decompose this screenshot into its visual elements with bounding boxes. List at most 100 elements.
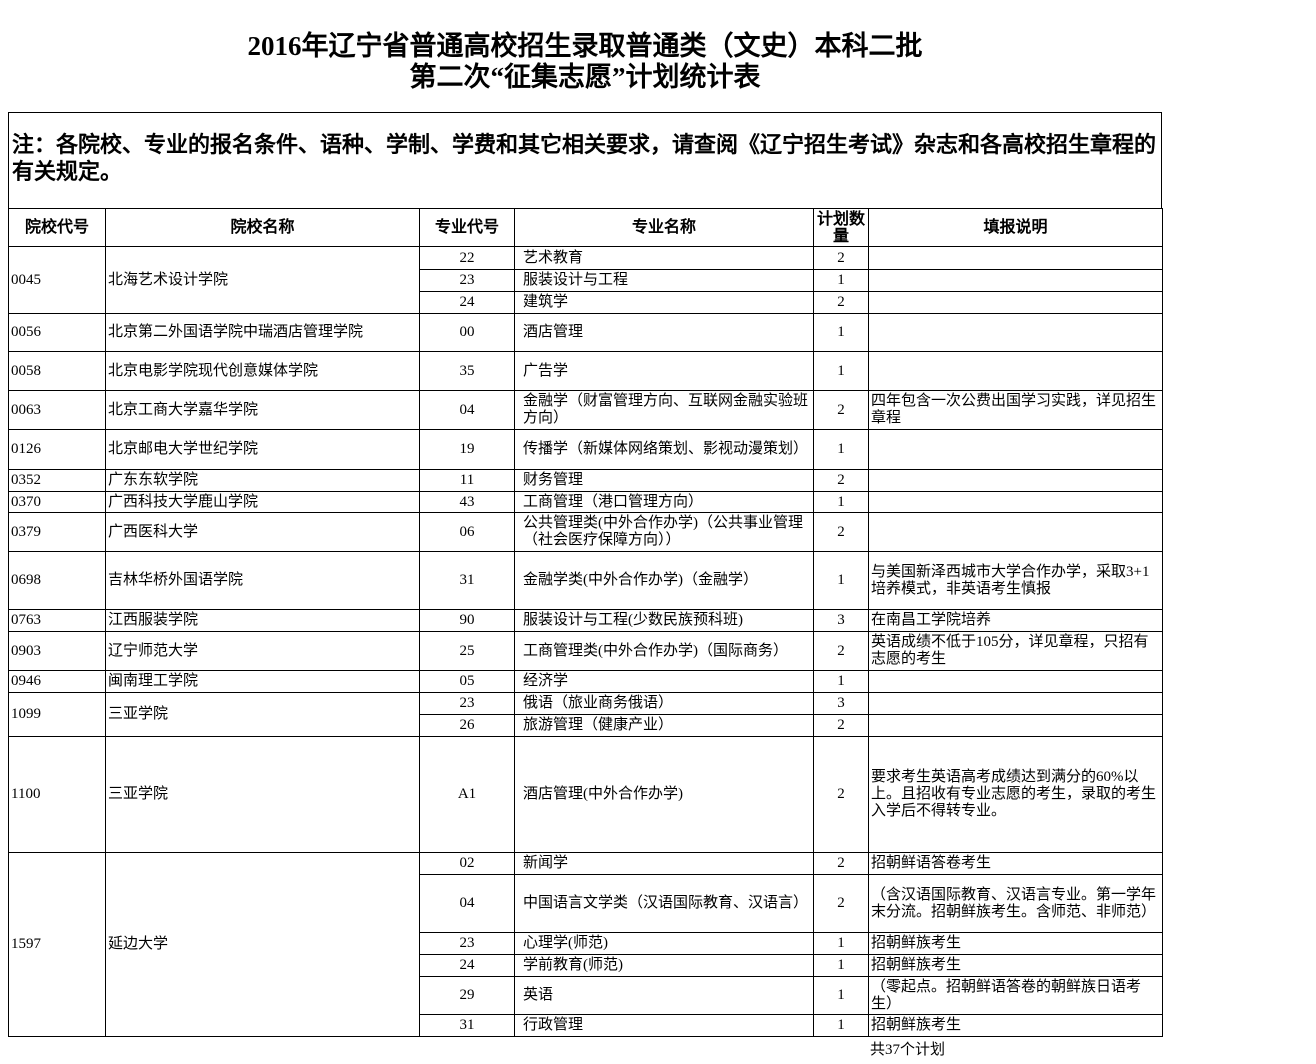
school-name: 北京电影学院现代创意媒体学院 <box>105 351 420 391</box>
major-name: 传播学（新媒体网络策划、影视动漫策划） <box>514 429 814 470</box>
major-code: 22 <box>419 246 515 270</box>
major-name: 广告学 <box>514 351 814 391</box>
school-code: 0058 <box>8 351 106 391</box>
plan-count: 1 <box>813 491 869 513</box>
plan-count: 1 <box>813 269 869 292</box>
remark <box>868 351 1163 391</box>
table-row: 1597 延边大学 02 新闻学 2 招朝鲜语答卷考生 <box>8 852 1163 1037</box>
school-name: 北海艺术设计学院 <box>105 246 420 314</box>
school-name: 辽宁师范大学 <box>105 631 420 671</box>
plan-count: 2 <box>813 246 869 270</box>
header-row: 院校代号 院校名称 专业代号 专业名称 计划数量 填报说明 <box>8 208 1163 247</box>
table-row: 1099 三亚学院 23 俄语（旅业商务俄语） 3 <box>8 692 1163 737</box>
major-code: 26 <box>419 714 515 737</box>
column-header: 计划数量 <box>813 208 869 247</box>
school-name: 三亚学院 <box>105 692 420 737</box>
major-code: 02 <box>419 852 515 875</box>
table-row: 24 学前教育(师范) 1 招朝鲜族考生 <box>9 954 1163 977</box>
school-code: 0126 <box>8 429 106 470</box>
table-row: 0058 北京电影学院现代创意媒体学院 35 广告学 1 <box>8 351 1163 391</box>
plan-count: 2 <box>813 852 869 875</box>
major-code: 23 <box>419 932 515 955</box>
major-code: 90 <box>419 609 515 632</box>
major-name: 工商管理类(中外合作办学)（国际商务） <box>514 631 814 671</box>
major-name: 英语 <box>514 976 814 1015</box>
note: 注：各院校、专业的报名条件、语种、学制、学费和其它相关要求，请查阅《辽宁招生考试… <box>8 112 1162 209</box>
major-name: 艺术教育 <box>514 246 814 270</box>
major-code: 23 <box>419 692 515 715</box>
remark <box>868 291 1163 314</box>
major-code: 43 <box>419 491 515 513</box>
plan-count: 1 <box>813 670 869 693</box>
school-name: 广东东软学院 <box>105 469 420 492</box>
plan-count: 2 <box>813 390 869 430</box>
major-code: 11 <box>419 469 515 492</box>
major-code: 29 <box>419 976 515 1015</box>
major-name: 学前教育(师范) <box>514 954 814 977</box>
remark <box>868 313 1163 352</box>
table-row: 1100 三亚学院 A1 酒店管理(中外合作办学) 2 要求考生英语高考成绩达到满分的60… <box>8 736 1163 853</box>
major-name: 俄语（旅业商务俄语） <box>514 692 814 715</box>
table-row: 0379 广西医科大学 06 公共管理类(中外合作办学)（公共事业管理（社会医疗保障方… <box>8 512 1163 552</box>
major-code: 04 <box>419 390 515 430</box>
remark: （零起点。招朝鲜语答卷的朝鲜族日语考生） <box>868 976 1163 1015</box>
school-code: 0379 <box>8 512 106 552</box>
major-name: 旅游管理（健康产业） <box>514 714 814 737</box>
major-name: 中国语言文学类（汉语国际教育、汉语言） <box>514 874 814 933</box>
remark: 在南昌工学院培养 <box>868 609 1163 632</box>
major-code: 19 <box>419 429 515 470</box>
school-code: 0698 <box>8 551 106 610</box>
remark <box>868 269 1163 292</box>
school-name: 江西服装学院 <box>105 609 420 632</box>
major-name: 金融学类(中外合作办学)（金融学） <box>514 551 814 610</box>
remark: （含汉语国际教育、汉语言专业。第一学年末分流。招朝鲜族考生。含师范、非师范） <box>868 874 1163 933</box>
plan-count: 1 <box>813 551 869 610</box>
column-header: 专业名称 <box>514 208 814 247</box>
plan-count: 1 <box>813 954 869 977</box>
school-name: 三亚学院 <box>105 736 420 853</box>
table-row: 24 建筑学 2 <box>9 291 1163 314</box>
remark: 与美国新泽西城市大学合作办学，采取3+1培养模式，非英语考生慎报 <box>868 551 1163 610</box>
school-code: 1597 <box>8 852 106 1037</box>
remark: 招朝鲜语答卷考生 <box>868 852 1163 875</box>
remark <box>868 491 1163 513</box>
major-name: 服装设计与工程 <box>514 269 814 292</box>
total: 共37个计划 <box>870 1042 946 1058</box>
plan-count: 1 <box>813 932 869 955</box>
major-code: 23 <box>419 269 515 292</box>
remark <box>868 469 1163 492</box>
table-row: 0126 北京邮电大学世纪学院 19 传播学（新媒体网络策划、影视动漫策划） 1 <box>8 429 1163 470</box>
school-code: 0903 <box>8 631 106 671</box>
major-name: 经济学 <box>514 670 814 693</box>
plan-count: 1 <box>813 976 869 1015</box>
table-row: 0698 吉林华桥外国语学院 31 金融学类(中外合作办学)（金融学） 1 与美国新泽西城… <box>8 551 1163 610</box>
major-name: 财务管理 <box>514 469 814 492</box>
remark <box>868 714 1163 737</box>
remark: 要求考生英语高考成绩达到满分的60%以上。且招收有专业志愿的考生，录取的考生入学… <box>868 736 1163 853</box>
major-code: 31 <box>419 1014 515 1037</box>
major-name: 公共管理类(中外合作办学)（公共事业管理（社会医疗保障方向）） <box>514 512 814 552</box>
major-code: 04 <box>419 874 515 933</box>
plan-count: 1 <box>813 1014 869 1037</box>
plan-count: 2 <box>813 469 869 492</box>
plan-count: 1 <box>813 429 869 470</box>
school-name: 北京第二外国语学院中瑞酒店管理学院 <box>105 313 420 352</box>
major-name: 工商管理（港口管理方向） <box>514 491 814 513</box>
school-code: 0056 <box>8 313 106 352</box>
major-code: 06 <box>419 512 515 552</box>
title-line: 2016年辽宁省普通高校招生录取普通类（文史）本科二批 <box>247 31 923 61</box>
school-name: 吉林华桥外国语学院 <box>105 551 420 610</box>
school-name: 北京邮电大学世纪学院 <box>105 429 420 470</box>
table-row: 04 中国语言文学类（汉语国际教育、汉语言） 2 （含汉语国际教育、汉语言专业。第一学… <box>9 874 1163 933</box>
plan-count: 3 <box>813 609 869 632</box>
major-code: 24 <box>419 954 515 977</box>
school-code: 1099 <box>8 692 106 737</box>
major-code: 35 <box>419 351 515 391</box>
plan-count: 1 <box>813 351 869 391</box>
major-code: 00 <box>419 313 515 352</box>
major-name: 酒店管理 <box>514 313 814 352</box>
remark: 招朝鲜族考生 <box>868 932 1163 955</box>
table-row: 0063 北京工商大学嘉华学院 04 金融学（财富管理方向、互联网金融实验班方向） 2 四… <box>8 390 1163 430</box>
school-name: 延边大学 <box>105 852 420 1037</box>
